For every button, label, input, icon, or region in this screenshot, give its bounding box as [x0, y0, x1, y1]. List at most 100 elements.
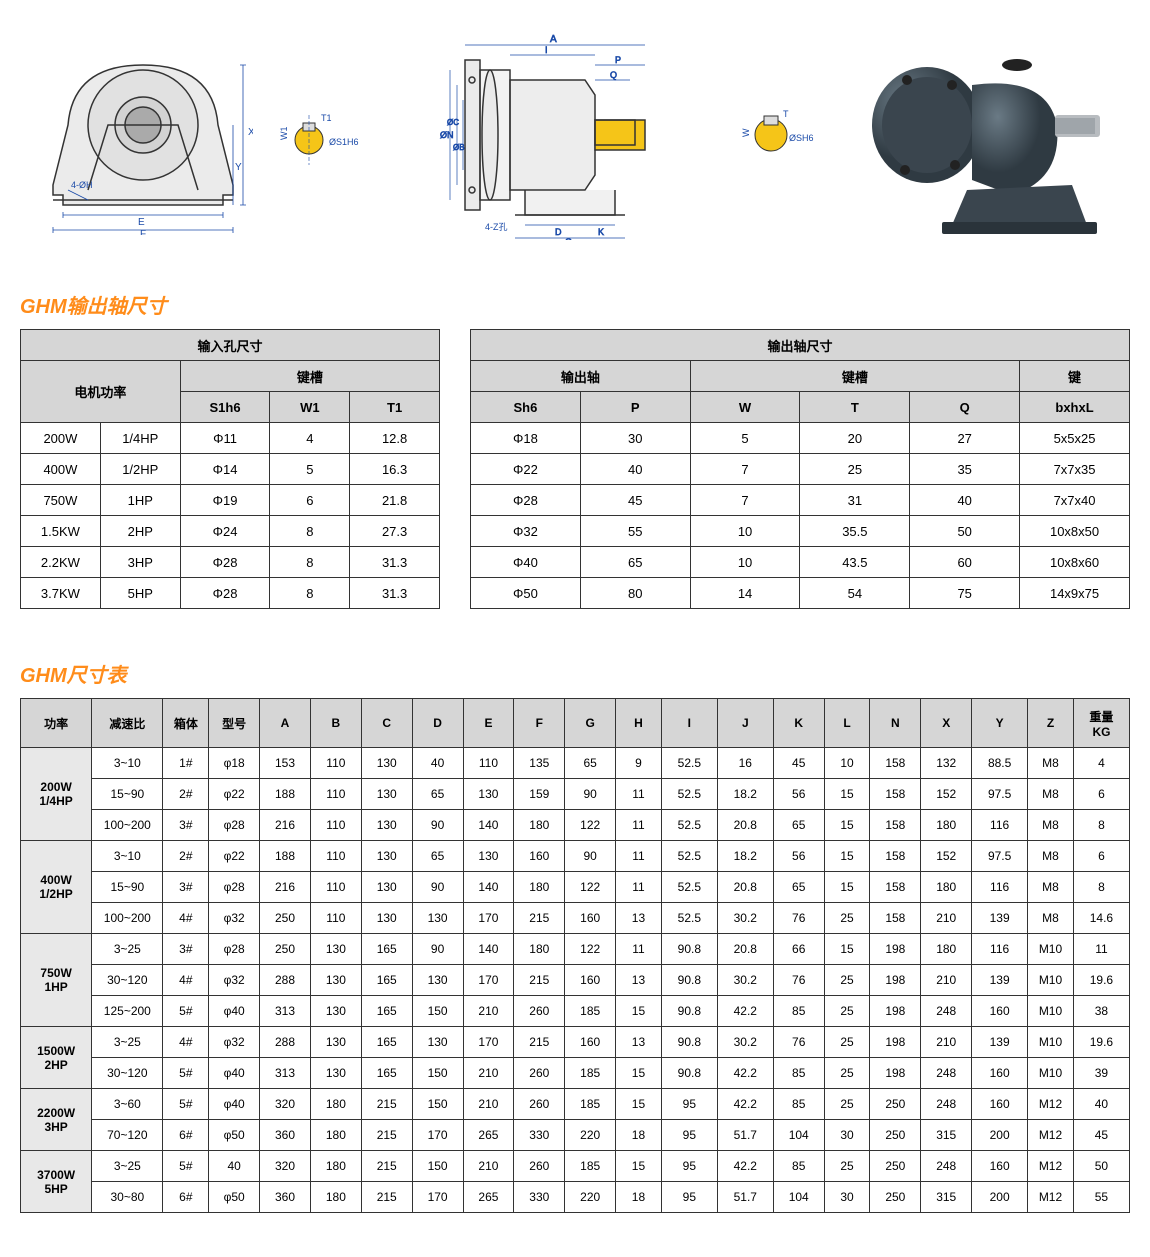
- t3-cell: 216: [260, 872, 311, 903]
- t3-cell: 159: [514, 779, 565, 810]
- t2-cell: 5x5x25: [1020, 423, 1130, 454]
- t3-cell: 11: [616, 810, 662, 841]
- t3-cell: 65: [773, 810, 824, 841]
- t3-cell: 51.7: [717, 1182, 773, 1213]
- t3-cell: 30~120: [92, 1058, 163, 1089]
- t3-cell: φ50: [209, 1182, 260, 1213]
- t3-cell: 315: [921, 1120, 972, 1151]
- t3-cell: 215: [361, 1120, 412, 1151]
- t3-cell: 11: [616, 779, 662, 810]
- t3-cell: 265: [463, 1120, 514, 1151]
- t2-cell: 20: [800, 423, 910, 454]
- t1-cell: 1.5KW: [21, 516, 101, 547]
- t1-header-key: 键槽: [180, 361, 439, 392]
- t3-header: 重量KG: [1073, 699, 1129, 748]
- t3-cell: 165: [361, 1058, 412, 1089]
- t3-cell: 153: [260, 748, 311, 779]
- t3-cell: 130: [310, 965, 361, 996]
- t3-cell: 90.8: [661, 1027, 717, 1058]
- t3-cell: 25: [824, 1151, 870, 1182]
- t3-cell: M12: [1028, 1182, 1074, 1213]
- t3-cell: φ28: [209, 872, 260, 903]
- t3-cell: 18.2: [717, 841, 773, 872]
- t3-cell: 180: [310, 1182, 361, 1213]
- t3-header: C: [361, 699, 412, 748]
- t3-cell: 122: [565, 934, 616, 965]
- t2-cell: 7x7x40: [1020, 485, 1130, 516]
- t3-cell: 188: [260, 841, 311, 872]
- t3-cell: 165: [361, 934, 412, 965]
- svg-text:ØB: ØB: [453, 143, 465, 152]
- t3-cell: 25: [824, 903, 870, 934]
- t1-cell: Φ19: [180, 485, 270, 516]
- t3-cell: 4#: [163, 1027, 209, 1058]
- t3-cell: 185: [565, 1058, 616, 1089]
- t3-cell: 52.5: [661, 810, 717, 841]
- t3-cell: 52.5: [661, 872, 717, 903]
- svg-text:W: W: [741, 128, 751, 137]
- t3-cell: M12: [1028, 1120, 1074, 1151]
- t3-cell: 15: [824, 841, 870, 872]
- t3-power-cell: 200W1/4HP: [21, 748, 92, 841]
- label-E: E: [138, 217, 145, 228]
- t2-cell: 27: [910, 423, 1020, 454]
- svg-text:Q: Q: [610, 70, 617, 80]
- t2-cell: 14x9x75: [1020, 578, 1130, 609]
- t3-cell: 180: [921, 934, 972, 965]
- t3-cell: φ40: [209, 1089, 260, 1120]
- t1-cell: 1HP: [100, 485, 180, 516]
- t3-cell: 95: [661, 1089, 717, 1120]
- svg-text:T1: T1: [321, 113, 332, 123]
- t3-cell: 65: [565, 748, 616, 779]
- t3-cell: 14.6: [1073, 903, 1129, 934]
- t3-cell: 18: [616, 1120, 662, 1151]
- t3-cell: 5#: [163, 1151, 209, 1182]
- t3-header: 箱体: [163, 699, 209, 748]
- t3-cell: 320: [260, 1151, 311, 1182]
- side-view-diagram: A I P Q ØN ØC ØB D K G 4-Z孔: [415, 30, 715, 240]
- t3-cell: 130: [412, 903, 463, 934]
- t1-cell: 3.7KW: [21, 578, 101, 609]
- t1-cell: 21.8: [350, 485, 440, 516]
- t3-cell: 6: [1073, 841, 1129, 872]
- t3-cell: 260: [514, 1089, 565, 1120]
- t2-cell: 7: [690, 454, 800, 485]
- t1-cell: 16.3: [350, 454, 440, 485]
- t3-header: L: [824, 699, 870, 748]
- t3-cell: 56: [773, 841, 824, 872]
- t3-cell: 15: [616, 996, 662, 1027]
- t1-header-main: 输入孔尺寸: [21, 330, 440, 361]
- t3-cell: 76: [773, 965, 824, 996]
- t3-cell: 180: [310, 1151, 361, 1182]
- svg-text:ØC: ØC: [447, 118, 459, 127]
- t3-cell: M10: [1028, 996, 1074, 1027]
- t1-cell: 1/2HP: [100, 454, 180, 485]
- t3-cell: 97.5: [972, 779, 1028, 810]
- t3-cell: 90: [412, 810, 463, 841]
- t3-cell: 3~25: [92, 1027, 163, 1058]
- t2-col: Sh6: [471, 392, 581, 423]
- t3-cell: 6#: [163, 1120, 209, 1151]
- t2-cell: 10x8x50: [1020, 516, 1130, 547]
- t1-cell: 5: [270, 454, 350, 485]
- t1-cell: Φ14: [180, 454, 270, 485]
- t3-cell: 185: [565, 996, 616, 1027]
- t3-cell: 15: [616, 1151, 662, 1182]
- t3-cell: 90: [412, 934, 463, 965]
- t3-header: 型号: [209, 699, 260, 748]
- t3-cell: 170: [463, 965, 514, 996]
- t3-power-cell: 3700W5HP: [21, 1151, 92, 1213]
- t3-cell: 250: [870, 1089, 921, 1120]
- t3-header: Y: [972, 699, 1028, 748]
- t3-cell: 90.8: [661, 996, 717, 1027]
- t3-cell: 180: [310, 1089, 361, 1120]
- product-photo: [857, 30, 1117, 240]
- t1-cell: 8: [270, 547, 350, 578]
- t3-cell: 122: [565, 872, 616, 903]
- t3-cell: 158: [870, 748, 921, 779]
- t3-cell: 85: [773, 1058, 824, 1089]
- t3-cell: 130: [361, 872, 412, 903]
- t3-cell: 313: [260, 1058, 311, 1089]
- t1-cell: 1/4HP: [100, 423, 180, 454]
- t3-cell: 158: [870, 872, 921, 903]
